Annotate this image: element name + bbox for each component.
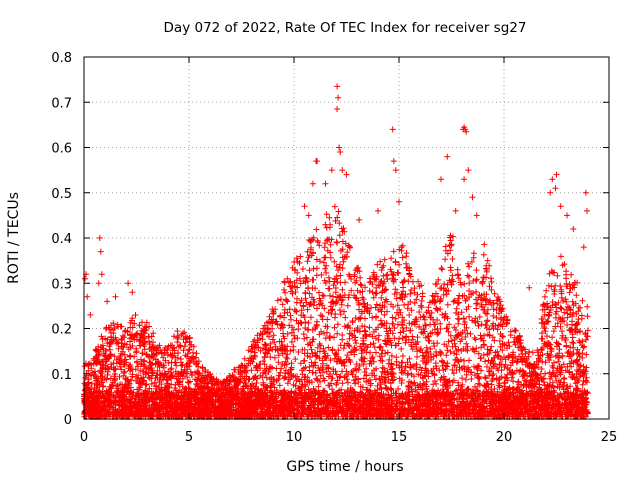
x-tick-label: 15 — [391, 430, 408, 445]
scatter-markers — [81, 83, 591, 420]
y-tick-label: 0.5 — [51, 187, 72, 202]
y-tick-label: 0.2 — [51, 323, 72, 338]
x-tick-label: 20 — [496, 430, 513, 445]
y-tick-label: 0.1 — [51, 368, 72, 383]
y-tick-label: 0 — [64, 413, 72, 428]
x-tick-label: 5 — [185, 430, 193, 445]
y-tick-label: 0.3 — [51, 277, 72, 292]
x-tick-label: 0 — [80, 430, 88, 445]
x-tick-label: 25 — [601, 430, 618, 445]
x-axis-title: GPS time / hours — [286, 459, 403, 475]
grid — [84, 57, 609, 419]
y-tick-label: 0.8 — [51, 51, 72, 66]
y-tick-label: 0.6 — [51, 142, 72, 157]
axis-ticks: 0 0.1 0.2 0.3 0.4 0.5 0.6 0.7 0.8 0 5 10 15 20 25 — [51, 51, 617, 445]
y-axis-title: ROTI / TECUs — [6, 192, 22, 284]
x-tick-label: 10 — [286, 430, 303, 445]
y-tick-label: 0.7 — [51, 96, 72, 111]
chart-title: Day 072 of 2022, Rate Of TEC Index for r… — [164, 20, 527, 36]
data-points — [81, 83, 591, 420]
y-tick-label: 0.4 — [51, 232, 72, 247]
